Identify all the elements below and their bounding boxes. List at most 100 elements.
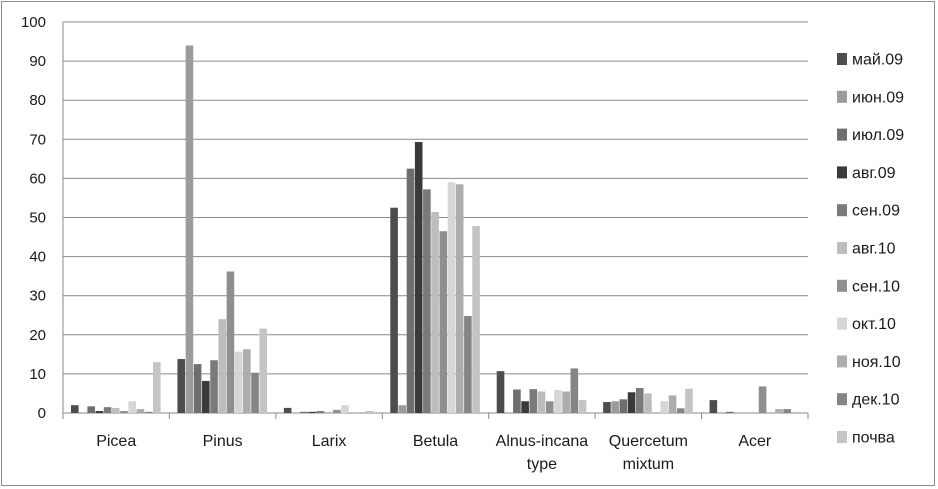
bar-7-11 <box>791 411 800 413</box>
bar-3-8 <box>341 405 349 413</box>
legend-swatch <box>837 90 847 103</box>
bar-1-8 <box>128 401 136 413</box>
bar-1-10 <box>144 411 153 413</box>
bar-7-1 <box>709 400 718 413</box>
bar-2-8 <box>234 351 243 413</box>
bar-3-3 <box>300 411 308 413</box>
y-tick-label: 0 <box>38 405 46 422</box>
bar-4-7 <box>439 231 448 413</box>
legend-swatch <box>837 166 847 179</box>
legend-label: окт.10 <box>852 316 896 333</box>
bar-5-6 <box>537 391 546 413</box>
bar-7-3 <box>725 411 734 413</box>
x-tick-label: Alnus-incana <box>496 433 589 450</box>
bar-5-4 <box>521 401 529 413</box>
legend-label: сен.10 <box>852 278 900 295</box>
bar-1-9 <box>136 409 145 413</box>
y-tick-label: 10 <box>29 366 46 383</box>
bar-4-1 <box>390 207 398 413</box>
bar-3-6 <box>324 411 333 413</box>
y-tick-label: 50 <box>29 210 46 227</box>
bar-5-5 <box>529 389 538 413</box>
bar-5-7 <box>545 401 554 413</box>
legend-swatch <box>837 317 847 330</box>
x-tick-label: Quercetum <box>609 433 688 450</box>
bar-1-7 <box>120 411 128 413</box>
bar-4-4 <box>414 142 423 414</box>
bar-2-10 <box>251 372 259 413</box>
bar-2-4 <box>202 380 210 413</box>
legend-label: май.09 <box>852 52 903 69</box>
x-tick-label: Betula <box>413 433 458 450</box>
bar-1-3 <box>87 406 95 413</box>
legend-swatch <box>837 279 847 292</box>
bar-1-1 <box>71 405 79 413</box>
bar-6-4 <box>627 392 636 413</box>
legend-swatch <box>837 204 847 217</box>
x-tick-label: type <box>527 456 557 473</box>
bar-6-8 <box>660 401 669 413</box>
x-tick-label: Pinus <box>203 433 243 450</box>
bar-6-5 <box>635 387 644 413</box>
bar-1-11 <box>153 362 161 413</box>
legend-label: авг.09 <box>852 165 896 182</box>
bar-5-3 <box>513 389 521 413</box>
y-tick-label: 40 <box>29 249 46 266</box>
x-tick-label: mixtum <box>623 456 675 473</box>
legend-label: сен.09 <box>852 203 900 220</box>
bar-4-9 <box>455 184 464 413</box>
y-tick-label: 30 <box>29 288 46 305</box>
bar-2-6 <box>218 319 227 413</box>
x-tick-label: Acer <box>738 433 772 450</box>
legend-swatch <box>837 53 847 65</box>
bar-1-6 <box>112 407 120 413</box>
bar-6-9 <box>668 395 677 413</box>
y-tick-label: 100 <box>21 14 46 31</box>
bar-5-9 <box>562 391 570 413</box>
x-tick-label: Picea <box>96 433 136 450</box>
legend-label: авг.10 <box>852 241 896 258</box>
bar-6-6 <box>644 393 652 413</box>
bar-1-4 <box>95 411 104 413</box>
bar-2-3 <box>193 364 202 413</box>
bar-4-3 <box>406 168 415 413</box>
bar-4-11 <box>472 226 480 413</box>
bar-6-11 <box>685 388 693 413</box>
legend-swatch <box>837 128 847 141</box>
bar-2-2 <box>185 45 194 414</box>
bar-7-10 <box>783 409 791 413</box>
bar-4-5 <box>423 189 431 413</box>
bar-5-8 <box>554 389 562 413</box>
legend-swatch <box>837 242 847 254</box>
bar-3-5 <box>316 411 325 413</box>
bar-2-11 <box>259 328 268 413</box>
y-tick-label: 70 <box>29 131 46 148</box>
bar-6-3 <box>619 399 628 413</box>
bar-6-2 <box>611 401 619 413</box>
bar-2-7 <box>226 271 235 413</box>
legend-label: ноя.10 <box>852 354 901 371</box>
bar-1-5 <box>103 407 112 413</box>
bar-4-2 <box>398 405 407 413</box>
bar-7-9 <box>775 409 783 413</box>
bar-5-1 <box>496 371 505 413</box>
bar-6-10 <box>676 408 685 413</box>
legend-swatch <box>837 355 847 368</box>
legend-label: июн.09 <box>852 89 904 106</box>
legend-swatch <box>837 393 847 406</box>
x-tick-label: Larix <box>312 433 347 450</box>
bar-5-11 <box>578 400 587 413</box>
bar-5-10 <box>570 368 579 413</box>
bar-2-9 <box>243 349 251 413</box>
y-tick-label: 80 <box>29 92 46 109</box>
bar-4-6 <box>431 212 439 413</box>
bar-3-11 <box>365 411 374 413</box>
bar-6-1 <box>603 402 611 413</box>
bar-2-5 <box>210 360 218 413</box>
legend-label: почва <box>852 430 895 447</box>
bar-7-7 <box>758 386 767 413</box>
bar-3-7 <box>333 409 341 413</box>
y-tick-label: 20 <box>29 327 46 344</box>
bar-2-1 <box>177 359 186 413</box>
